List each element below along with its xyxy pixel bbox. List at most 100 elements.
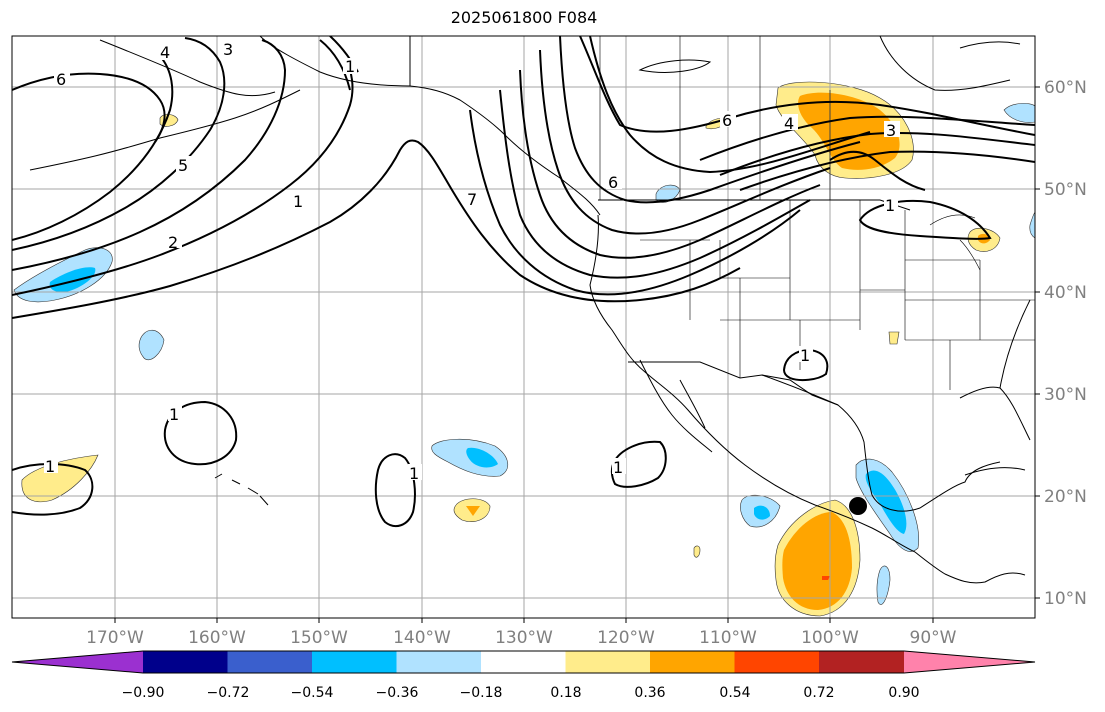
- lat-label-20n: 20°N: [1044, 487, 1087, 507]
- shade-positive-canada-core: [798, 92, 900, 170]
- great-lakes: [929, 214, 981, 271]
- colorbar-tick-label: −0.72: [207, 685, 250, 701]
- contour-label: 4: [160, 43, 170, 62]
- us-mexico-border: [628, 361, 839, 406]
- contour-ridge-5: [829, 150, 926, 191]
- lon-label-140w: 140°W: [393, 628, 451, 648]
- hudson-bay: [879, 36, 1011, 91]
- tick-marks: [114, 86, 1040, 623]
- colorbar-tick-label: 0.90: [888, 685, 919, 701]
- contour-trough-1: [469, 109, 801, 296]
- map-title: 2025061800 F084: [450, 8, 598, 27]
- contour-label: 1: [885, 196, 895, 215]
- colorbar-tick-label: 0.54: [719, 685, 750, 701]
- colorbar-tick-label: −0.90: [122, 685, 165, 701]
- contour-label: 3: [223, 40, 233, 59]
- baffin-island: [959, 41, 1021, 49]
- lat-label-60n: 60°N: [1044, 78, 1087, 98]
- colorbar-segment: [227, 651, 313, 673]
- colorbar-segment: [734, 651, 820, 673]
- lon-label-90w: 90°W: [910, 628, 957, 648]
- lon-label-150w: 150°W: [290, 628, 348, 648]
- shade-positive-mexico-core: [782, 512, 852, 610]
- latitude-labels: 60°N 50°N 40°N 30°N 20°N 10°N: [1044, 78, 1087, 609]
- contour-label: 6: [608, 173, 618, 192]
- us-state-lines: [640, 200, 1035, 390]
- contour-1-greatlakes: [858, 199, 992, 240]
- contour-5: [12, 55, 174, 241]
- lon-label-120w: 120°W: [597, 628, 655, 648]
- colorbar-tick-label: −0.54: [291, 685, 334, 701]
- contour-trough-5: [559, 36, 861, 204]
- canada-province-lines: [599, 36, 831, 200]
- colorbar-segment: [312, 651, 397, 673]
- lat-lon-grid: [12, 36, 1035, 618]
- contour-label: 3: [886, 121, 896, 140]
- shade-negative-pacific-small: [138, 329, 165, 360]
- contour-1-central-pacific: [374, 453, 416, 528]
- contour-label: 1: [409, 464, 419, 483]
- lon-label-160w: 160°W: [188, 628, 246, 648]
- contour-label: 5: [178, 156, 188, 175]
- gulf-of-california: [679, 379, 706, 429]
- shade-positive-mexico-peak: [822, 576, 830, 580]
- contour-lines: [12, 36, 1035, 528]
- lat-label-30n: 30°N: [1044, 385, 1087, 405]
- lat-label-10n: 10°N: [1044, 589, 1087, 609]
- lat-label-40n: 40°N: [1044, 283, 1087, 303]
- contour-6: [12, 72, 166, 143]
- lon-label-110w: 110°W: [699, 628, 757, 648]
- lon-label-170w: 170°W: [86, 628, 144, 648]
- contour-ridge-2: [699, 115, 1035, 161]
- colorbar-segment: [650, 651, 735, 673]
- hawaiian-islands: [214, 473, 269, 506]
- contour-trough-3: [519, 69, 821, 259]
- colorbar-tick-labels: −0.90 −0.72 −0.54 −0.36 −0.18 0.18 0.36 …: [122, 685, 920, 701]
- contour-2: [12, 59, 354, 296]
- contour-trough-4: [539, 49, 831, 235]
- colorbar-tick-label: −0.18: [460, 685, 503, 701]
- colorbar-segment: [143, 651, 228, 673]
- shade-negative-west-mexico-core: [754, 505, 770, 520]
- colorbar-segment: [481, 651, 566, 673]
- contour-label: 1: [293, 192, 303, 211]
- contour-trough-6: [589, 36, 871, 174]
- contour-ridge-3: [719, 131, 1035, 176]
- contour-1-texas: [782, 348, 829, 382]
- colorbar-outline: [11, 650, 1036, 674]
- contour-1-east-pacific: [610, 440, 667, 488]
- contour-label: 1: [800, 346, 810, 365]
- colorbar-tick-label: −0.36: [376, 685, 419, 701]
- lat-label-50n: 50°N: [1044, 180, 1087, 200]
- arctic-island: [638, 59, 712, 73]
- lon-label-130w: 130°W: [495, 628, 553, 648]
- colorbar-tick-label: 0.36: [634, 685, 665, 701]
- contour-4: [12, 37, 226, 251]
- colorbar-segment: [565, 651, 651, 673]
- colorbar-segment: [819, 651, 904, 673]
- baja-california: [639, 359, 713, 453]
- shade-negative-central-pacific-core: [466, 447, 498, 468]
- location-marker-dot: [849, 497, 867, 515]
- caribbean-cuba: [964, 467, 1026, 476]
- contour-label: 6: [56, 70, 66, 89]
- colorbar-segment: [396, 651, 482, 673]
- aleutian-chain: [29, 89, 301, 171]
- contour-trough-2: [499, 89, 811, 279]
- contour-1: [12, 139, 741, 319]
- shade-positive-texas-small: [888, 331, 900, 345]
- central-america: [914, 551, 1026, 584]
- colorbar-tick-label: 0.72: [803, 685, 834, 701]
- map-area: [12, 36, 1035, 618]
- lon-label-100w: 100°W: [801, 628, 859, 648]
- contour-label: 1: [45, 457, 55, 476]
- alaska-peninsula: [99, 39, 276, 97]
- contour-label: 2: [168, 233, 178, 252]
- shade-negative-central-america: [876, 565, 891, 605]
- contour-labels: 6 4 3 5 2 1 1 7 6 6 4 3 1 1 1 1 1 1: [44, 40, 900, 483]
- shaded-anomaly-fills: [13, 81, 1035, 617]
- shade-negative-gulf-core: [865, 470, 907, 534]
- colorbar-tick-label: 0.18: [550, 685, 581, 701]
- shade-negative-east-edge: [1029, 211, 1035, 239]
